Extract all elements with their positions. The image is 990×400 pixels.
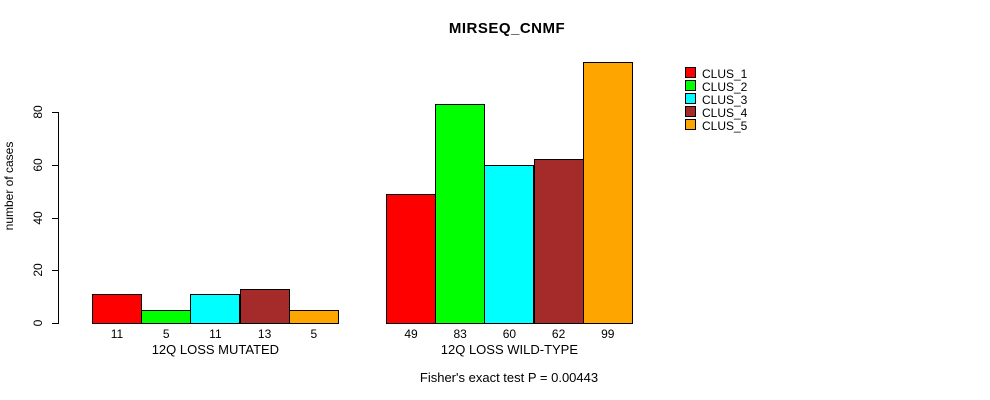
- bar-clus_4: [533, 159, 584, 324]
- y-axis-tick: [52, 164, 58, 166]
- bar-clus_1: [92, 293, 142, 324]
- bar-clus_5: [582, 61, 633, 324]
- legend-label: CLUS_4: [702, 106, 748, 121]
- bar-value-label: 83: [453, 326, 467, 341]
- bar-clus_3: [484, 164, 535, 324]
- legend-swatch-clus_1: [685, 66, 696, 78]
- x-group-label: 12Q LOSS WILD-TYPE: [440, 342, 579, 357]
- legend-label: CLUS_2: [702, 79, 748, 94]
- y-axis-label: number of cases: [2, 141, 16, 231]
- bar-clus_2: [141, 309, 192, 324]
- fisher-test-annotation: Fisher's exact test P = 0.00443: [419, 370, 599, 385]
- bar-value-label: 99: [601, 326, 615, 341]
- legend-swatch-clus_3: [685, 92, 696, 104]
- y-axis-tick-label: 40: [31, 210, 45, 225]
- y-axis-tick-label: 0: [31, 319, 45, 327]
- legend-label: CLUS_1: [702, 66, 748, 81]
- legend-label: CLUS_5: [702, 119, 748, 134]
- bar-value-label: 62: [551, 326, 566, 341]
- bar-value-label: 5: [310, 326, 318, 341]
- legend-label: CLUS_3: [702, 92, 748, 107]
- chart-title: MIRSEQ_CNMF: [448, 20, 566, 37]
- x-group-label: 12Q LOSS MUTATED: [151, 342, 280, 357]
- y-axis-tick-label: 20: [31, 263, 45, 277]
- bar-clus_5: [288, 309, 339, 324]
- bar-value-label: 11: [209, 326, 222, 341]
- y-axis-tick-label: 80: [31, 105, 45, 119]
- bar-value-label: 49: [404, 326, 418, 341]
- y-axis: [57, 111, 59, 324]
- bar-clus_3: [190, 293, 241, 324]
- y-axis-tick: [52, 112, 58, 113]
- bar-clus_1: [386, 193, 436, 324]
- bar-value-label: 13: [257, 326, 272, 341]
- legend-swatch-clus_2: [685, 79, 696, 91]
- bar-value-label: 60: [502, 326, 517, 341]
- bar-value-label: 11: [110, 326, 124, 341]
- legend-swatch-clus_5: [685, 119, 696, 131]
- bar-value-label: 5: [162, 326, 170, 341]
- y-axis-tick-label: 60: [31, 158, 45, 172]
- bar-clus_4: [239, 288, 290, 324]
- y-axis-tick: [52, 270, 58, 272]
- legend-swatch-clus_4: [685, 106, 696, 118]
- bar-clus_2: [435, 104, 486, 324]
- y-axis-tick: [52, 217, 58, 219]
- y-axis-tick: [52, 323, 58, 324]
